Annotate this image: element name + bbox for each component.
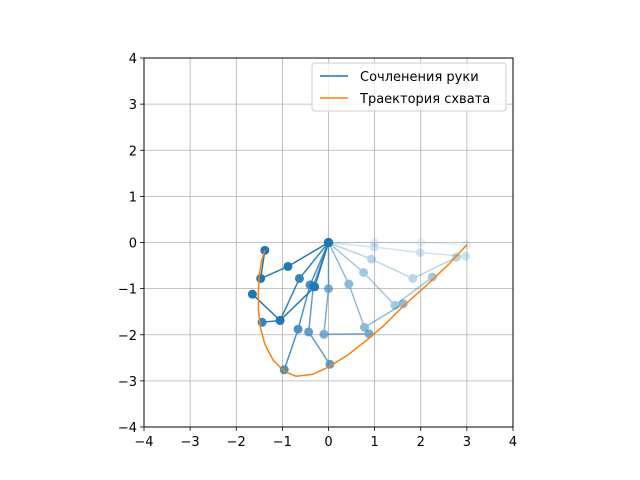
arm-joint bbox=[460, 251, 470, 261]
y-tick-label: −1 bbox=[118, 283, 137, 298]
arm-links bbox=[283, 242, 330, 371]
arm-joint bbox=[304, 327, 314, 337]
x-tick-label: −2 bbox=[227, 435, 246, 450]
arm-links bbox=[327, 242, 404, 329]
gripper-trajectory bbox=[257, 244, 468, 378]
axes-frame bbox=[143, 57, 514, 428]
y-tick-label: 0 bbox=[129, 237, 137, 252]
y-tick-label: −2 bbox=[118, 329, 137, 344]
legend-label-trajectory: Траектория схвата bbox=[359, 92, 490, 107]
trajectory-line bbox=[257, 244, 468, 378]
legend: Сочленения руки Траектория схвата bbox=[311, 62, 507, 112]
arm-joint bbox=[344, 279, 354, 289]
x-tick-label: 1 bbox=[370, 435, 378, 450]
arm-joint bbox=[408, 273, 418, 283]
y-tick-label: 3 bbox=[129, 98, 137, 113]
arm-links bbox=[323, 242, 370, 336]
arm-joint bbox=[359, 267, 369, 277]
arm-links bbox=[328, 241, 466, 258]
arm-joint bbox=[283, 261, 293, 271]
x-tick-label: 3 bbox=[463, 435, 471, 450]
y-tick-label: −4 bbox=[118, 421, 137, 436]
arm-joint bbox=[275, 315, 285, 325]
legend-box bbox=[311, 62, 507, 112]
arm-joint bbox=[359, 322, 369, 332]
x-tick-label: 4 bbox=[509, 435, 517, 450]
arm-joint bbox=[364, 329, 374, 339]
arm-joint bbox=[427, 272, 437, 282]
x-tick-label: −3 bbox=[181, 435, 200, 450]
arm-joint bbox=[398, 299, 408, 309]
arm-joint bbox=[319, 329, 329, 339]
arm-links bbox=[328, 241, 457, 280]
arm-joint bbox=[416, 238, 426, 247]
y-tick-label: 2 bbox=[129, 144, 137, 159]
arm-links bbox=[259, 241, 329, 280]
arm-configuration bbox=[324, 238, 408, 332]
x-tick-label: −4 bbox=[134, 435, 153, 450]
arm-joint bbox=[415, 248, 425, 258]
legend-label-arm: Сочленения руки bbox=[360, 70, 479, 85]
x-tick-label: 0 bbox=[324, 435, 332, 450]
arm-joint bbox=[366, 254, 376, 264]
y-tick-label: −3 bbox=[118, 375, 137, 390]
x-tick-label: −1 bbox=[273, 435, 292, 450]
x-axis-ticks: −4 −3 −2 −1 0 1 2 3 4 bbox=[134, 427, 517, 450]
arm-joint bbox=[256, 273, 266, 283]
arm-joint bbox=[294, 273, 304, 283]
x-tick-label: 2 bbox=[417, 435, 425, 450]
arm-configuration bbox=[247, 238, 333, 325]
y-tick-label: 4 bbox=[129, 52, 137, 67]
arm-links bbox=[328, 241, 433, 307]
arm-joint bbox=[324, 238, 333, 247]
y-axis-ticks: −4 −3 −2 −1 0 1 2 3 4 bbox=[118, 52, 144, 436]
arm-joint bbox=[369, 242, 379, 252]
arm-joint bbox=[324, 284, 333, 294]
arm-configurations bbox=[247, 238, 472, 375]
arm-joint bbox=[310, 282, 320, 292]
arm-links bbox=[262, 242, 330, 324]
arm-joint bbox=[325, 359, 335, 369]
arm-configuration bbox=[304, 238, 335, 369]
arm-joint bbox=[293, 324, 303, 334]
arm-links bbox=[328, 241, 467, 246]
arm-links bbox=[307, 242, 331, 365]
y-tick-label: 1 bbox=[129, 190, 137, 205]
arm-joint bbox=[247, 289, 257, 299]
arm-configuration bbox=[279, 238, 333, 375]
arm-joint bbox=[370, 238, 380, 247]
arm-links bbox=[251, 242, 330, 322]
